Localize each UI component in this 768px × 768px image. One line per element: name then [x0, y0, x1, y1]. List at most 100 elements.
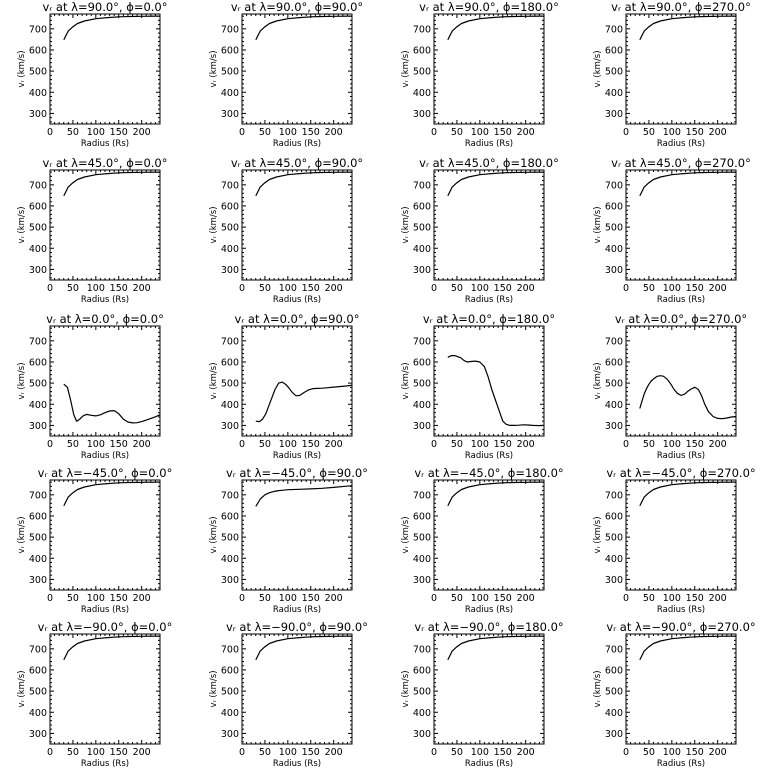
- x-tick-label: 200: [133, 593, 151, 604]
- subplot-title: vᵣ at λ=−45.0°, ϕ=0.0°: [38, 466, 173, 480]
- x-axis-label: Radius (Rs): [465, 451, 513, 461]
- x-tick-label: 0: [623, 593, 629, 604]
- y-tick-label: 700: [413, 180, 431, 191]
- y-tick-label: 700: [221, 180, 239, 191]
- y-tick-label: 400: [413, 554, 431, 565]
- y-tick-label: 400: [605, 400, 623, 411]
- y-tick-label: 300: [605, 729, 623, 740]
- y-tick-label: 500: [221, 687, 239, 698]
- y-tick-label: 500: [605, 67, 623, 78]
- y-tick-label: 500: [413, 67, 431, 78]
- x-tick-label: 150: [494, 747, 512, 758]
- y-tick-label: 700: [221, 644, 239, 655]
- y-tick-label: 700: [413, 644, 431, 655]
- subplot-1: vᵣ at λ=90.0°, ϕ=0.0° 0 50 100 150 200 300 400 5…: [17, 0, 168, 149]
- x-tick-label: 50: [451, 283, 463, 294]
- subplot-5: vᵣ at λ=45.0°, ϕ=0.0° 0 50 100 150 200 300 400 5…: [17, 156, 168, 305]
- x-tick-label: 150: [686, 747, 704, 758]
- subplot-6: vᵣ at λ=45.0°, ϕ=90.0° 0 50 100 150 200 300 400…: [209, 156, 363, 305]
- data-line: [447, 171, 545, 197]
- x-tick-label: 50: [451, 593, 463, 604]
- x-tick-label: 100: [87, 747, 105, 758]
- y-axis-label: vᵣ (km/s): [401, 670, 411, 707]
- x-axis-label: Radius (Rs): [465, 605, 513, 615]
- x-tick-label: 200: [133, 127, 151, 138]
- y-tick-label: 300: [29, 421, 47, 432]
- y-tick-label: 300: [413, 421, 431, 432]
- x-axis-label: Radius (Rs): [273, 139, 321, 149]
- y-tick-label: 400: [221, 708, 239, 719]
- subplot-2: vᵣ at λ=90.0°, ϕ=90.0° 0 50 100 150 200 300 400…: [209, 0, 363, 149]
- subplot-11: vᵣ at λ=0.0°, ϕ=180.0° 0 50 100 150 200 300 400…: [401, 312, 555, 461]
- y-tick-label: 400: [29, 400, 47, 411]
- x-axis-label: Radius (Rs): [273, 295, 321, 305]
- y-axis-label: vᵣ (km/s): [209, 50, 219, 87]
- y-tick-label: 400: [413, 244, 431, 255]
- data-line: [639, 15, 737, 41]
- subplot-16: vᵣ at λ=−45.0°, ϕ=270.0° 0 50 100 150 200 300 4…: [593, 466, 756, 615]
- x-tick-label: 200: [517, 747, 535, 758]
- y-tick-label: 500: [221, 379, 239, 390]
- plot-frame: [241, 325, 353, 437]
- y-tick-label: 500: [413, 379, 431, 390]
- x-tick-label: 0: [47, 593, 53, 604]
- subplot-15: vᵣ at λ=−45.0°, ϕ=180.0° 0 50 100 150 200 300 4…: [401, 466, 564, 615]
- plot-frame: [49, 169, 161, 281]
- subplot-title: vᵣ at λ=0.0°, ϕ=270.0°: [615, 312, 747, 326]
- y-tick-label: 600: [221, 45, 239, 56]
- x-axis-label: Radius (Rs): [81, 451, 129, 461]
- x-tick-label: 200: [517, 439, 535, 450]
- y-tick-label: 700: [413, 490, 431, 501]
- subplot-title: vᵣ at λ=90.0°, ϕ=180.0°: [419, 0, 559, 14]
- data-line: [639, 635, 737, 661]
- x-tick-label: 150: [302, 439, 320, 450]
- subplot-9: vᵣ at λ=0.0°, ϕ=0.0° 0 50 100 150 200 300 400 50…: [17, 312, 164, 461]
- y-tick-label: 700: [29, 180, 47, 191]
- subplot-title: vᵣ at λ=45.0°, ϕ=90.0°: [231, 156, 363, 170]
- y-tick-label: 300: [29, 575, 47, 586]
- data-line: [447, 481, 545, 507]
- data-line: [63, 15, 161, 41]
- x-tick-label: 50: [451, 747, 463, 758]
- subplot-title: vᵣ at λ=0.0°, ϕ=90.0°: [234, 312, 359, 326]
- x-tick-label: 50: [643, 747, 655, 758]
- x-axis-label: Radius (Rs): [81, 759, 129, 768]
- data-line: [63, 481, 161, 507]
- x-tick-label: 50: [259, 593, 271, 604]
- x-tick-label: 150: [110, 127, 128, 138]
- x-tick-label: 200: [517, 283, 535, 294]
- x-tick-label: 0: [47, 283, 53, 294]
- x-tick-label: 200: [133, 439, 151, 450]
- subplot-title: vᵣ at λ=45.0°, ϕ=0.0°: [42, 156, 167, 170]
- y-tick-label: 700: [605, 644, 623, 655]
- x-axis-label: Radius (Rs): [81, 605, 129, 615]
- subplot-20: vᵣ at λ=−90.0°, ϕ=270.0° 0 50 100 150 200 300 4…: [593, 620, 756, 768]
- x-tick-label: 100: [279, 593, 297, 604]
- y-axis-label: vᵣ (km/s): [593, 516, 603, 553]
- y-tick-label: 400: [29, 708, 47, 719]
- y-tick-label: 700: [29, 490, 47, 501]
- y-tick-label: 700: [29, 644, 47, 655]
- y-axis-label: vᵣ (km/s): [401, 50, 411, 87]
- x-tick-label: 0: [623, 127, 629, 138]
- x-tick-label: 0: [431, 127, 437, 138]
- y-tick-label: 700: [413, 336, 431, 347]
- y-tick-label: 300: [605, 575, 623, 586]
- plot-frame: [625, 169, 737, 281]
- x-axis-label: Radius (Rs): [465, 759, 513, 768]
- x-tick-label: 150: [110, 593, 128, 604]
- y-tick-label: 700: [29, 24, 47, 35]
- data-line: [255, 15, 353, 41]
- x-tick-label: 100: [87, 439, 105, 450]
- x-tick-label: 50: [259, 283, 271, 294]
- y-tick-label: 600: [413, 665, 431, 676]
- y-tick-label: 400: [413, 88, 431, 99]
- data-line: [255, 635, 353, 661]
- x-axis-label: Radius (Rs): [657, 605, 705, 615]
- y-tick-label: 500: [29, 687, 47, 698]
- x-tick-label: 200: [325, 283, 343, 294]
- x-tick-label: 150: [686, 283, 704, 294]
- plot-frame: [241, 633, 353, 745]
- plot-frame: [433, 169, 545, 281]
